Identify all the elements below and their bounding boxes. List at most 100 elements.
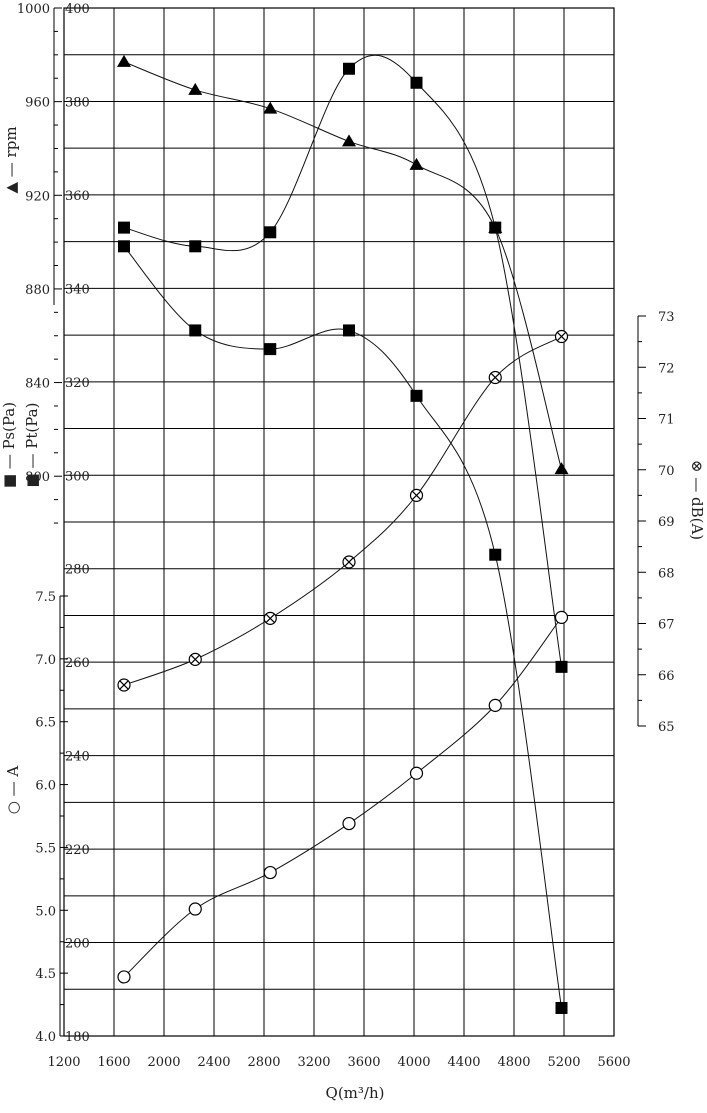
noise-tick-label: 71 (658, 413, 675, 428)
x-tick-label: 4400 (447, 1055, 480, 1070)
db-a-point-cross (556, 331, 567, 342)
rpm-point (117, 54, 131, 67)
db-a-point (117, 678, 131, 692)
pressure-tick-label: 400 (65, 2, 90, 17)
rpm-point (409, 157, 424, 170)
current-tick-label: 4.0 (35, 1030, 56, 1045)
db-a-point-cross (490, 372, 500, 383)
current-tick-label: 4.5 (35, 967, 56, 982)
pressure-tick-label: 260 (65, 656, 90, 671)
x-tick-label: 4000 (397, 1055, 430, 1070)
rpm-point (554, 462, 569, 475)
series-markers (117, 54, 569, 1014)
current-axis-title: ○ — A (4, 766, 22, 815)
chart-axes (53, 7, 646, 1037)
current-tick-label: 6.5 (35, 716, 56, 731)
pressure-tick-label: 240 (65, 750, 90, 765)
x-tick-label: 1600 (97, 1055, 130, 1070)
noise-tick-label: 70 (658, 464, 675, 479)
pt-pa-curve (123, 54, 562, 667)
noise-tick-label: 66 (658, 669, 675, 684)
a-point (554, 610, 569, 624)
pressure-tick-label: 380 (65, 95, 90, 110)
rpm-tick-label: 880 (25, 283, 50, 298)
pressure-tick-label: 320 (65, 376, 90, 391)
series-curves (123, 54, 562, 1009)
db-a-point-cross (411, 490, 422, 500)
noise-tick-label: 72 (658, 361, 675, 376)
db-a-point (409, 488, 424, 502)
pressure-tick-label: 340 (65, 282, 90, 297)
pt-pa-point (555, 660, 568, 673)
db-a-point-cross (190, 654, 200, 664)
x-tick-label: 3600 (347, 1055, 380, 1070)
pressure-tick-label: 300 (65, 469, 90, 484)
db-a-point (188, 652, 202, 666)
a-point (409, 766, 424, 780)
rpm-tick-label: 1000 (17, 2, 50, 17)
rpm-point (263, 101, 278, 114)
ps-pa-point (118, 240, 130, 253)
rpm-tick-label: 960 (25, 96, 50, 111)
ps-pa-point (264, 343, 277, 356)
x-tick-label: 5600 (597, 1055, 630, 1070)
db-a-point (488, 370, 502, 385)
current-tick-label: 5.5 (35, 841, 56, 856)
pt-pa-point (118, 221, 130, 234)
db-a-point (263, 611, 277, 625)
x-tick-label: 5200 (547, 1055, 580, 1070)
rpm-point (342, 134, 356, 147)
db-a-point-cross (265, 613, 275, 623)
rpm-curve (123, 61, 562, 470)
noise-tick-label: 73 (658, 310, 675, 325)
x-tick-label: 2400 (197, 1055, 230, 1070)
db-a-point (554, 329, 569, 344)
ps-pa-point (555, 1001, 568, 1014)
x-axis-title: Q(m³/h) (326, 1084, 385, 1102)
pressure-tick-label: 280 (65, 563, 90, 578)
pt-pa-point (189, 240, 202, 253)
x-tick-label: 1200 (47, 1055, 80, 1070)
noise-tick-label: 69 (658, 515, 675, 530)
axis-titles: Q(m³/h) ▲ — rpm ■ — Ps(Pa) ■ — Pt(Pa) ○ — A ⊗… (0, 126, 706, 1102)
x-tick-label: 2000 (147, 1055, 180, 1070)
pt-pa-point (489, 221, 502, 234)
a-point (117, 970, 131, 984)
db-a-point (342, 555, 356, 569)
noise-tick-label: 68 (658, 566, 675, 581)
db-a-curve (123, 336, 562, 686)
ps-pa-point (489, 548, 502, 561)
ps-pa-point (189, 324, 202, 337)
rpm-tick-label: 800 (25, 470, 50, 485)
a-point (188, 902, 202, 916)
a-point (263, 865, 277, 880)
noise-axis-title: ⊗ — dB(A) (688, 460, 706, 540)
ps-pa-point (410, 389, 423, 402)
pressure-tick-label: 180 (65, 1030, 90, 1045)
pt-pa-point (264, 226, 277, 239)
tick-labels: 180 200 220 240 260 280 300 320 340 360 380 400 800 8… (17, 2, 675, 1070)
x-tick-label: 4800 (497, 1055, 530, 1070)
ps-pa-curve (123, 245, 562, 1009)
a-point (488, 698, 502, 712)
current-tick-label: 5.0 (35, 904, 56, 919)
noise-tick-label: 65 (658, 720, 675, 735)
x-tick-label: 2800 (247, 1055, 280, 1070)
ps-axis-title: ■ — Ps(Pa) (0, 402, 18, 488)
current-tick-label: 7.0 (35, 653, 56, 668)
x-tick-label: 3200 (297, 1055, 330, 1070)
ps-pa-point (343, 324, 355, 337)
a-curve (123, 617, 562, 978)
noise-tick-label: 67 (658, 618, 675, 633)
current-tick-label: 6.0 (35, 779, 56, 794)
pressure-tick-label: 220 (65, 843, 90, 858)
pt-pa-point (343, 62, 355, 75)
rpm-tick-label: 920 (25, 189, 50, 204)
plot-frame (63, 7, 615, 1037)
current-tick-label: 7.5 (35, 590, 56, 605)
pt-axis-title: ■ — Pt(Pa) (23, 403, 41, 488)
rpm-point (188, 82, 203, 95)
rpm-tick-label: 840 (25, 377, 50, 392)
pt-pa-point (410, 76, 423, 89)
chart-grid (63, 7, 615, 1037)
